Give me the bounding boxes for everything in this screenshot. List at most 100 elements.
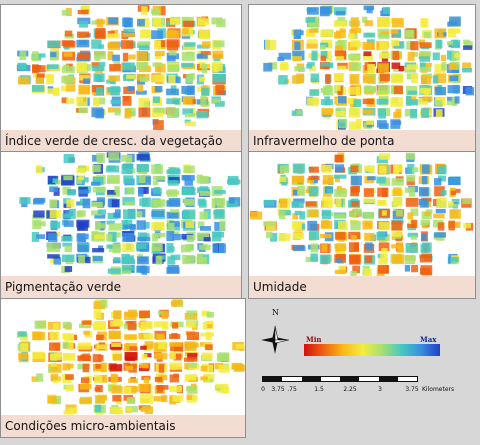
field-parcel — [320, 220, 333, 229]
field-parcel — [378, 51, 390, 62]
field-parcel — [376, 84, 390, 96]
field-parcel — [138, 362, 151, 372]
field-parcel — [122, 73, 136, 82]
field-parcel — [106, 17, 119, 26]
field-parcel — [151, 242, 165, 254]
field-parcel — [376, 153, 391, 164]
field-parcel — [94, 385, 103, 393]
field-parcel — [61, 40, 76, 50]
field-parcel — [18, 75, 31, 85]
field-parcel — [390, 119, 402, 129]
field-parcel — [376, 62, 391, 73]
field-parcel — [449, 187, 461, 197]
field-parcel — [463, 39, 473, 50]
field-parcel — [106, 86, 121, 96]
field-parcel — [348, 231, 361, 241]
field-parcel — [107, 383, 123, 394]
field-parcel — [348, 163, 362, 175]
field-parcel — [419, 253, 433, 263]
field-parcel — [391, 62, 405, 72]
field-parcel — [107, 198, 120, 208]
field-parcel — [62, 374, 74, 384]
field-parcel — [31, 64, 46, 74]
field-parcel — [350, 175, 362, 186]
field-parcel — [319, 5, 334, 17]
field-parcel — [139, 197, 151, 207]
field-parcel — [321, 107, 334, 119]
field-parcel — [291, 50, 305, 62]
field-parcel — [186, 320, 199, 330]
field-parcel — [336, 62, 348, 70]
field-parcel — [377, 28, 390, 39]
field-parcel — [213, 84, 226, 96]
field-parcel — [320, 84, 333, 96]
field-parcel — [151, 5, 166, 16]
field-parcel — [61, 7, 72, 17]
field-parcel — [277, 163, 289, 174]
field-parcel — [420, 18, 429, 28]
field-parcel — [334, 96, 348, 106]
field-parcel — [77, 242, 90, 253]
field-parcel — [334, 50, 347, 61]
field-parcel — [349, 74, 360, 85]
field-parcel — [122, 243, 135, 253]
field-parcel — [32, 351, 46, 363]
field-parcel — [49, 50, 59, 61]
field-parcel — [434, 84, 447, 96]
field-parcel — [310, 73, 320, 84]
field-parcel — [184, 310, 198, 320]
field-parcel — [348, 40, 362, 51]
field-parcel — [390, 29, 402, 38]
field-parcel — [93, 404, 106, 415]
field-parcel — [308, 50, 320, 61]
field-parcel — [348, 17, 361, 28]
map-raster-micro-environmental — [16, 299, 245, 415]
field-parcel — [334, 164, 346, 173]
field-parcel — [107, 320, 123, 329]
field-parcel — [211, 231, 225, 242]
field-parcel — [227, 175, 241, 186]
field-parcel — [307, 243, 320, 253]
field-parcel — [46, 209, 61, 220]
field-parcel — [76, 233, 89, 243]
field-parcel — [17, 341, 31, 352]
field-parcel — [46, 64, 61, 72]
field-parcel — [110, 96, 121, 107]
field-parcel — [420, 73, 433, 85]
field-parcel — [48, 342, 61, 351]
field-parcel — [76, 39, 90, 48]
field-parcel — [320, 243, 331, 253]
field-parcel — [323, 186, 334, 197]
field-parcel — [169, 385, 183, 394]
field-parcel — [421, 209, 433, 220]
field-parcel — [434, 186, 447, 197]
field-parcel — [334, 265, 348, 275]
field-parcel — [62, 333, 78, 341]
field-parcel — [362, 107, 376, 116]
scale-tick: 1.5 — [314, 386, 324, 393]
field-parcel — [197, 198, 207, 208]
field-parcel — [322, 175, 334, 186]
field-parcel — [92, 362, 107, 373]
field-parcel — [93, 342, 108, 351]
field-parcel — [320, 232, 334, 242]
field-parcel — [136, 164, 149, 175]
field-parcel — [211, 198, 226, 209]
field-parcel — [167, 174, 180, 186]
field-parcel — [151, 73, 165, 85]
field-parcel — [291, 175, 305, 186]
field-parcel — [348, 242, 360, 253]
field-parcel — [461, 198, 473, 208]
field-parcel — [50, 220, 61, 231]
field-parcel — [211, 96, 225, 107]
field-parcel — [306, 175, 320, 185]
field-parcel — [32, 73, 45, 84]
field-parcel — [376, 41, 389, 51]
field-parcel — [137, 232, 151, 242]
field-parcel — [333, 174, 347, 183]
field-parcel — [292, 231, 304, 241]
field-parcel — [418, 197, 432, 208]
field-parcel — [154, 50, 165, 60]
field-parcel — [76, 198, 91, 209]
field-parcel — [181, 85, 195, 96]
